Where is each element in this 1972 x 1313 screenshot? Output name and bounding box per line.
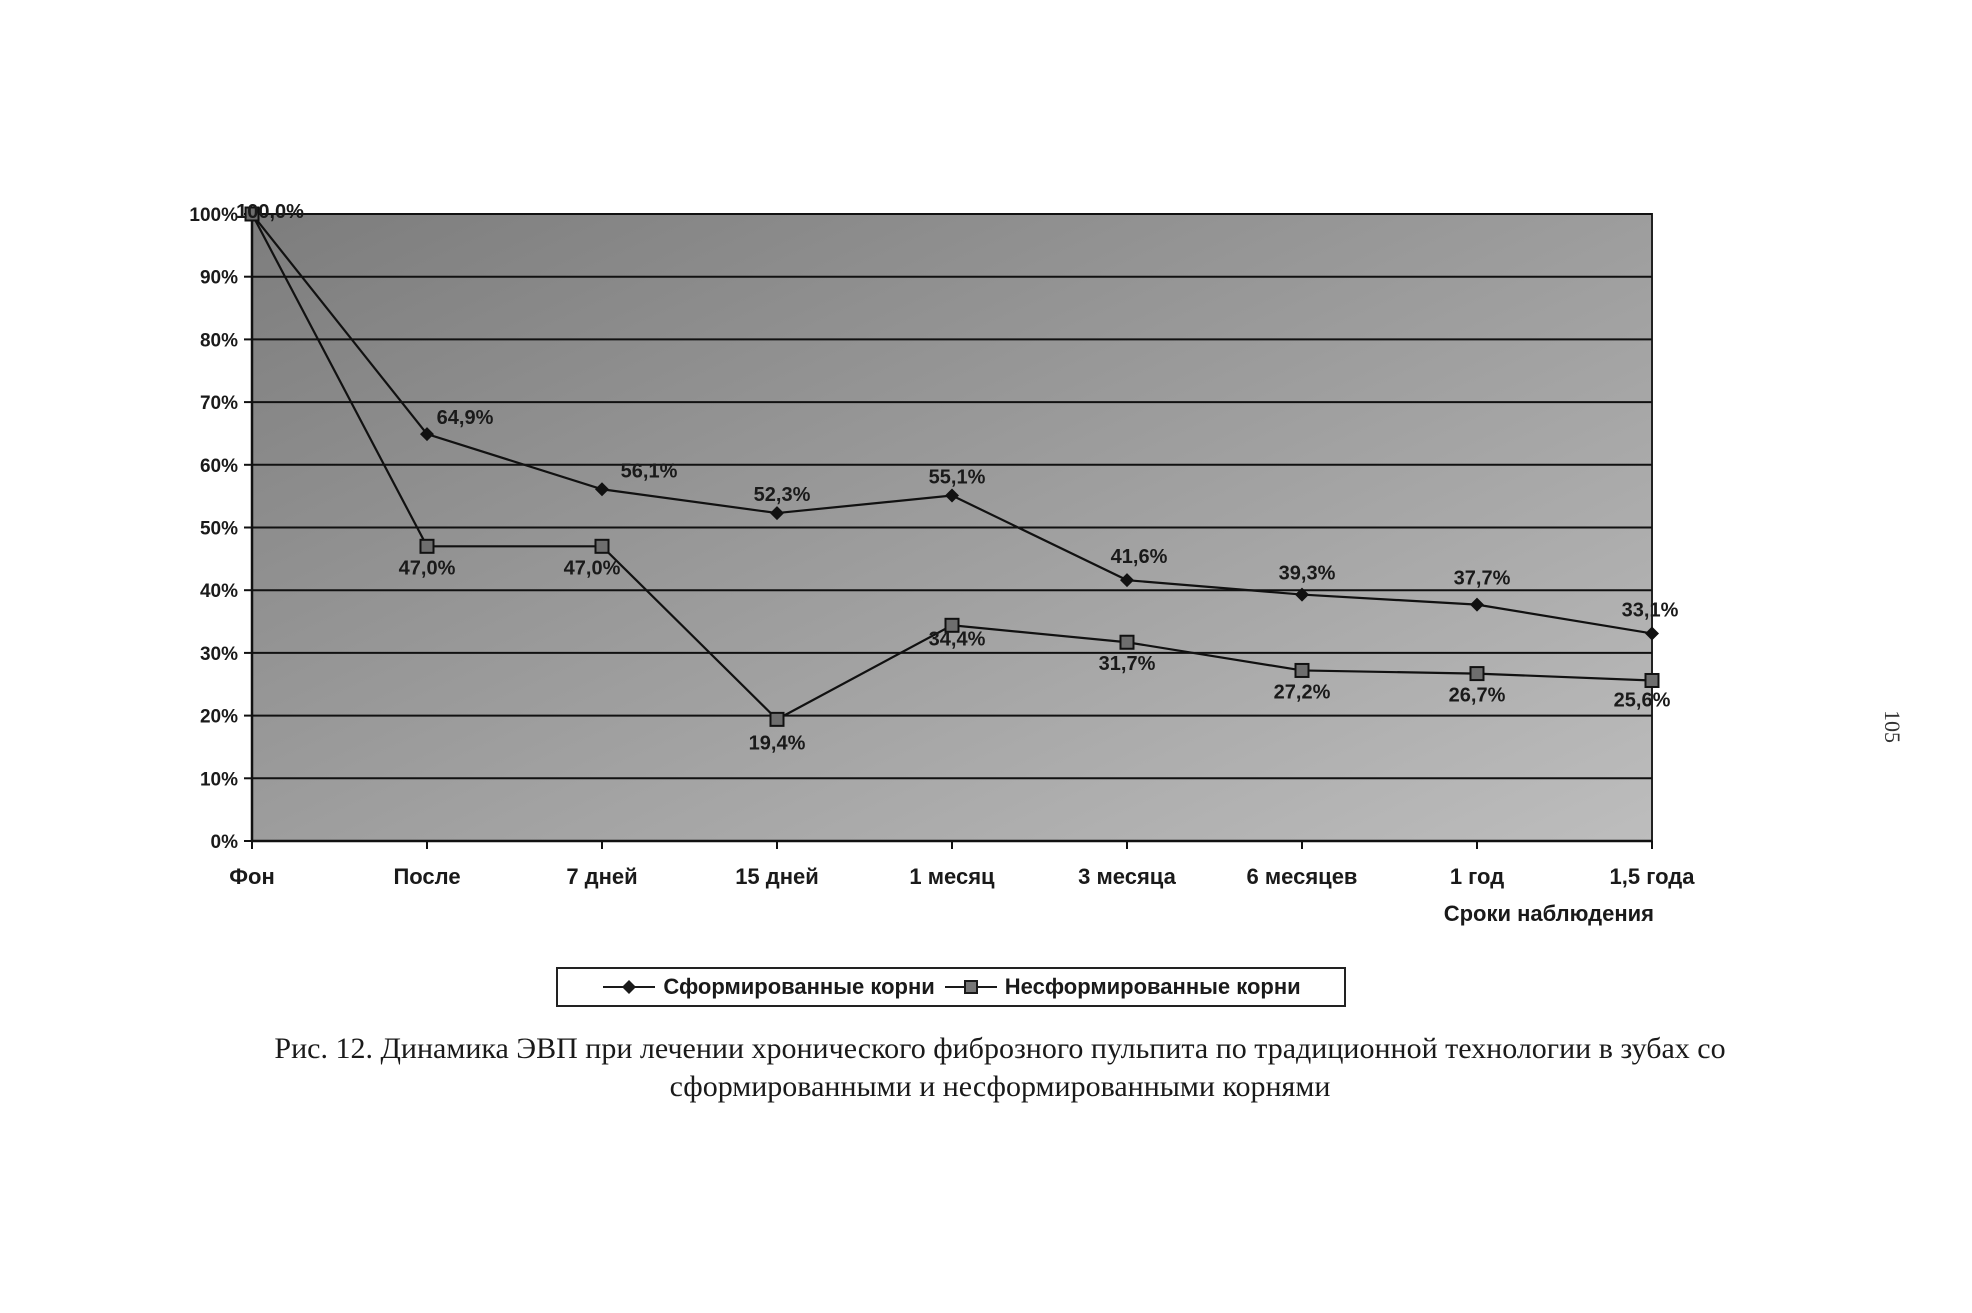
y-tick-label: 0%	[211, 832, 239, 853]
y-tick-label: 50%	[200, 519, 238, 540]
point-formed	[1120, 573, 1134, 588]
data-label-unformed: 31,7%	[1099, 653, 1156, 675]
data-label-unformed: 34,4%	[929, 628, 986, 650]
data-label-unformed: 47,0%	[564, 557, 621, 579]
figure-caption: Рис. 12. Динамика ЭВП при лечении хронич…	[120, 1030, 1880, 1106]
point-unformed	[944, 617, 960, 633]
series-markers	[244, 206, 1660, 727]
x-tick-label: 15 дней	[735, 864, 819, 889]
point-formed	[420, 427, 434, 442]
y-tick-label: 60%	[200, 456, 238, 477]
point-formed	[595, 482, 609, 497]
data-label-unformed: 47,0%	[399, 557, 456, 579]
point-formed	[770, 506, 784, 521]
legend-label-formed: Сформированные корни	[663, 974, 935, 999]
point-unformed	[594, 538, 610, 554]
data-labels: 100,0% 64,9% 56,1% 52,3% 55,1% 41,6% 39,3% 37,7…	[236, 201, 1678, 754]
data-label-formed: 100,0%	[236, 201, 304, 223]
data-label-unformed: 25,6%	[1614, 689, 1671, 711]
data-label-unformed: 19,4%	[749, 732, 806, 754]
point-formed	[945, 488, 959, 503]
data-label-formed: 37,7%	[1454, 568, 1511, 590]
y-axis-ticks: 0% 10% 20% 30% 40% 50% 60% 70% 80% 90% 100%	[189, 205, 252, 853]
x-tick-label: 3 месяца	[1078, 864, 1176, 889]
point-formed	[1470, 597, 1484, 612]
data-label-formed: 52,3%	[754, 484, 811, 506]
point-unformed	[419, 538, 435, 554]
caption-line-1: Рис. 12. Динамика ЭВП при лечении хронич…	[274, 1032, 1726, 1065]
data-label-formed: 33,1%	[1622, 599, 1679, 621]
x-tick-label: 1 год	[1450, 864, 1504, 889]
caption-line-2: сформированными и несформированными корн…	[669, 1070, 1331, 1103]
point-unformed	[1469, 666, 1485, 682]
data-label-unformed: 26,7%	[1449, 685, 1506, 707]
x-tick-label: 1,5 года	[1610, 864, 1696, 889]
legend-label-unformed: Несформированные корни	[1004, 974, 1301, 999]
x-tick-label: 1 месяц	[909, 864, 995, 889]
legend-item-unformed: Несформированные корни	[943, 974, 1301, 1000]
y-tick-label: 70%	[200, 393, 238, 414]
point-unformed	[769, 711, 785, 727]
y-tick-label: 100%	[189, 205, 238, 226]
point-unformed	[1294, 662, 1310, 678]
point-unformed	[244, 206, 260, 222]
y-tick-label: 80%	[200, 330, 238, 351]
y-tick-label: 90%	[200, 268, 238, 289]
y-tick-label: 20%	[200, 707, 238, 728]
y-tick-label: 40%	[200, 581, 238, 602]
page-number: 105	[1880, 710, 1905, 743]
y-tick-label: 10%	[200, 769, 238, 790]
x-tick-label: 6 месяцев	[1247, 864, 1358, 889]
x-axis-title: Сроки наблюдения	[1444, 901, 1654, 926]
legend-item-formed: Сформированные корни	[601, 974, 935, 1000]
diamond-marker-icon	[603, 980, 656, 994]
data-label-formed: 64,9%	[437, 407, 494, 429]
data-label-formed: 41,6%	[1111, 546, 1168, 568]
y-tick-label: 30%	[200, 644, 238, 665]
x-tick-label: Фон	[229, 864, 275, 889]
x-axis-ticks: Фон После 7 дней 15 дней 1 месяц 3 месяца 6 ме…	[229, 841, 1695, 889]
point-formed	[1295, 587, 1309, 602]
square-marker-icon	[944, 980, 997, 994]
legend: Сформированные корни Несформированные ко…	[556, 967, 1346, 1007]
x-tick-label: После	[393, 864, 460, 889]
data-label-unformed: 27,2%	[1274, 681, 1331, 703]
data-label-formed: 55,1%	[929, 467, 986, 489]
x-tick-label: 7 дней	[566, 864, 637, 889]
data-label-formed: 39,3%	[1279, 563, 1336, 585]
data-label-formed: 56,1%	[621, 460, 678, 482]
point-unformed	[1119, 634, 1135, 650]
point-formed	[1645, 626, 1659, 641]
point-unformed	[1644, 672, 1660, 688]
